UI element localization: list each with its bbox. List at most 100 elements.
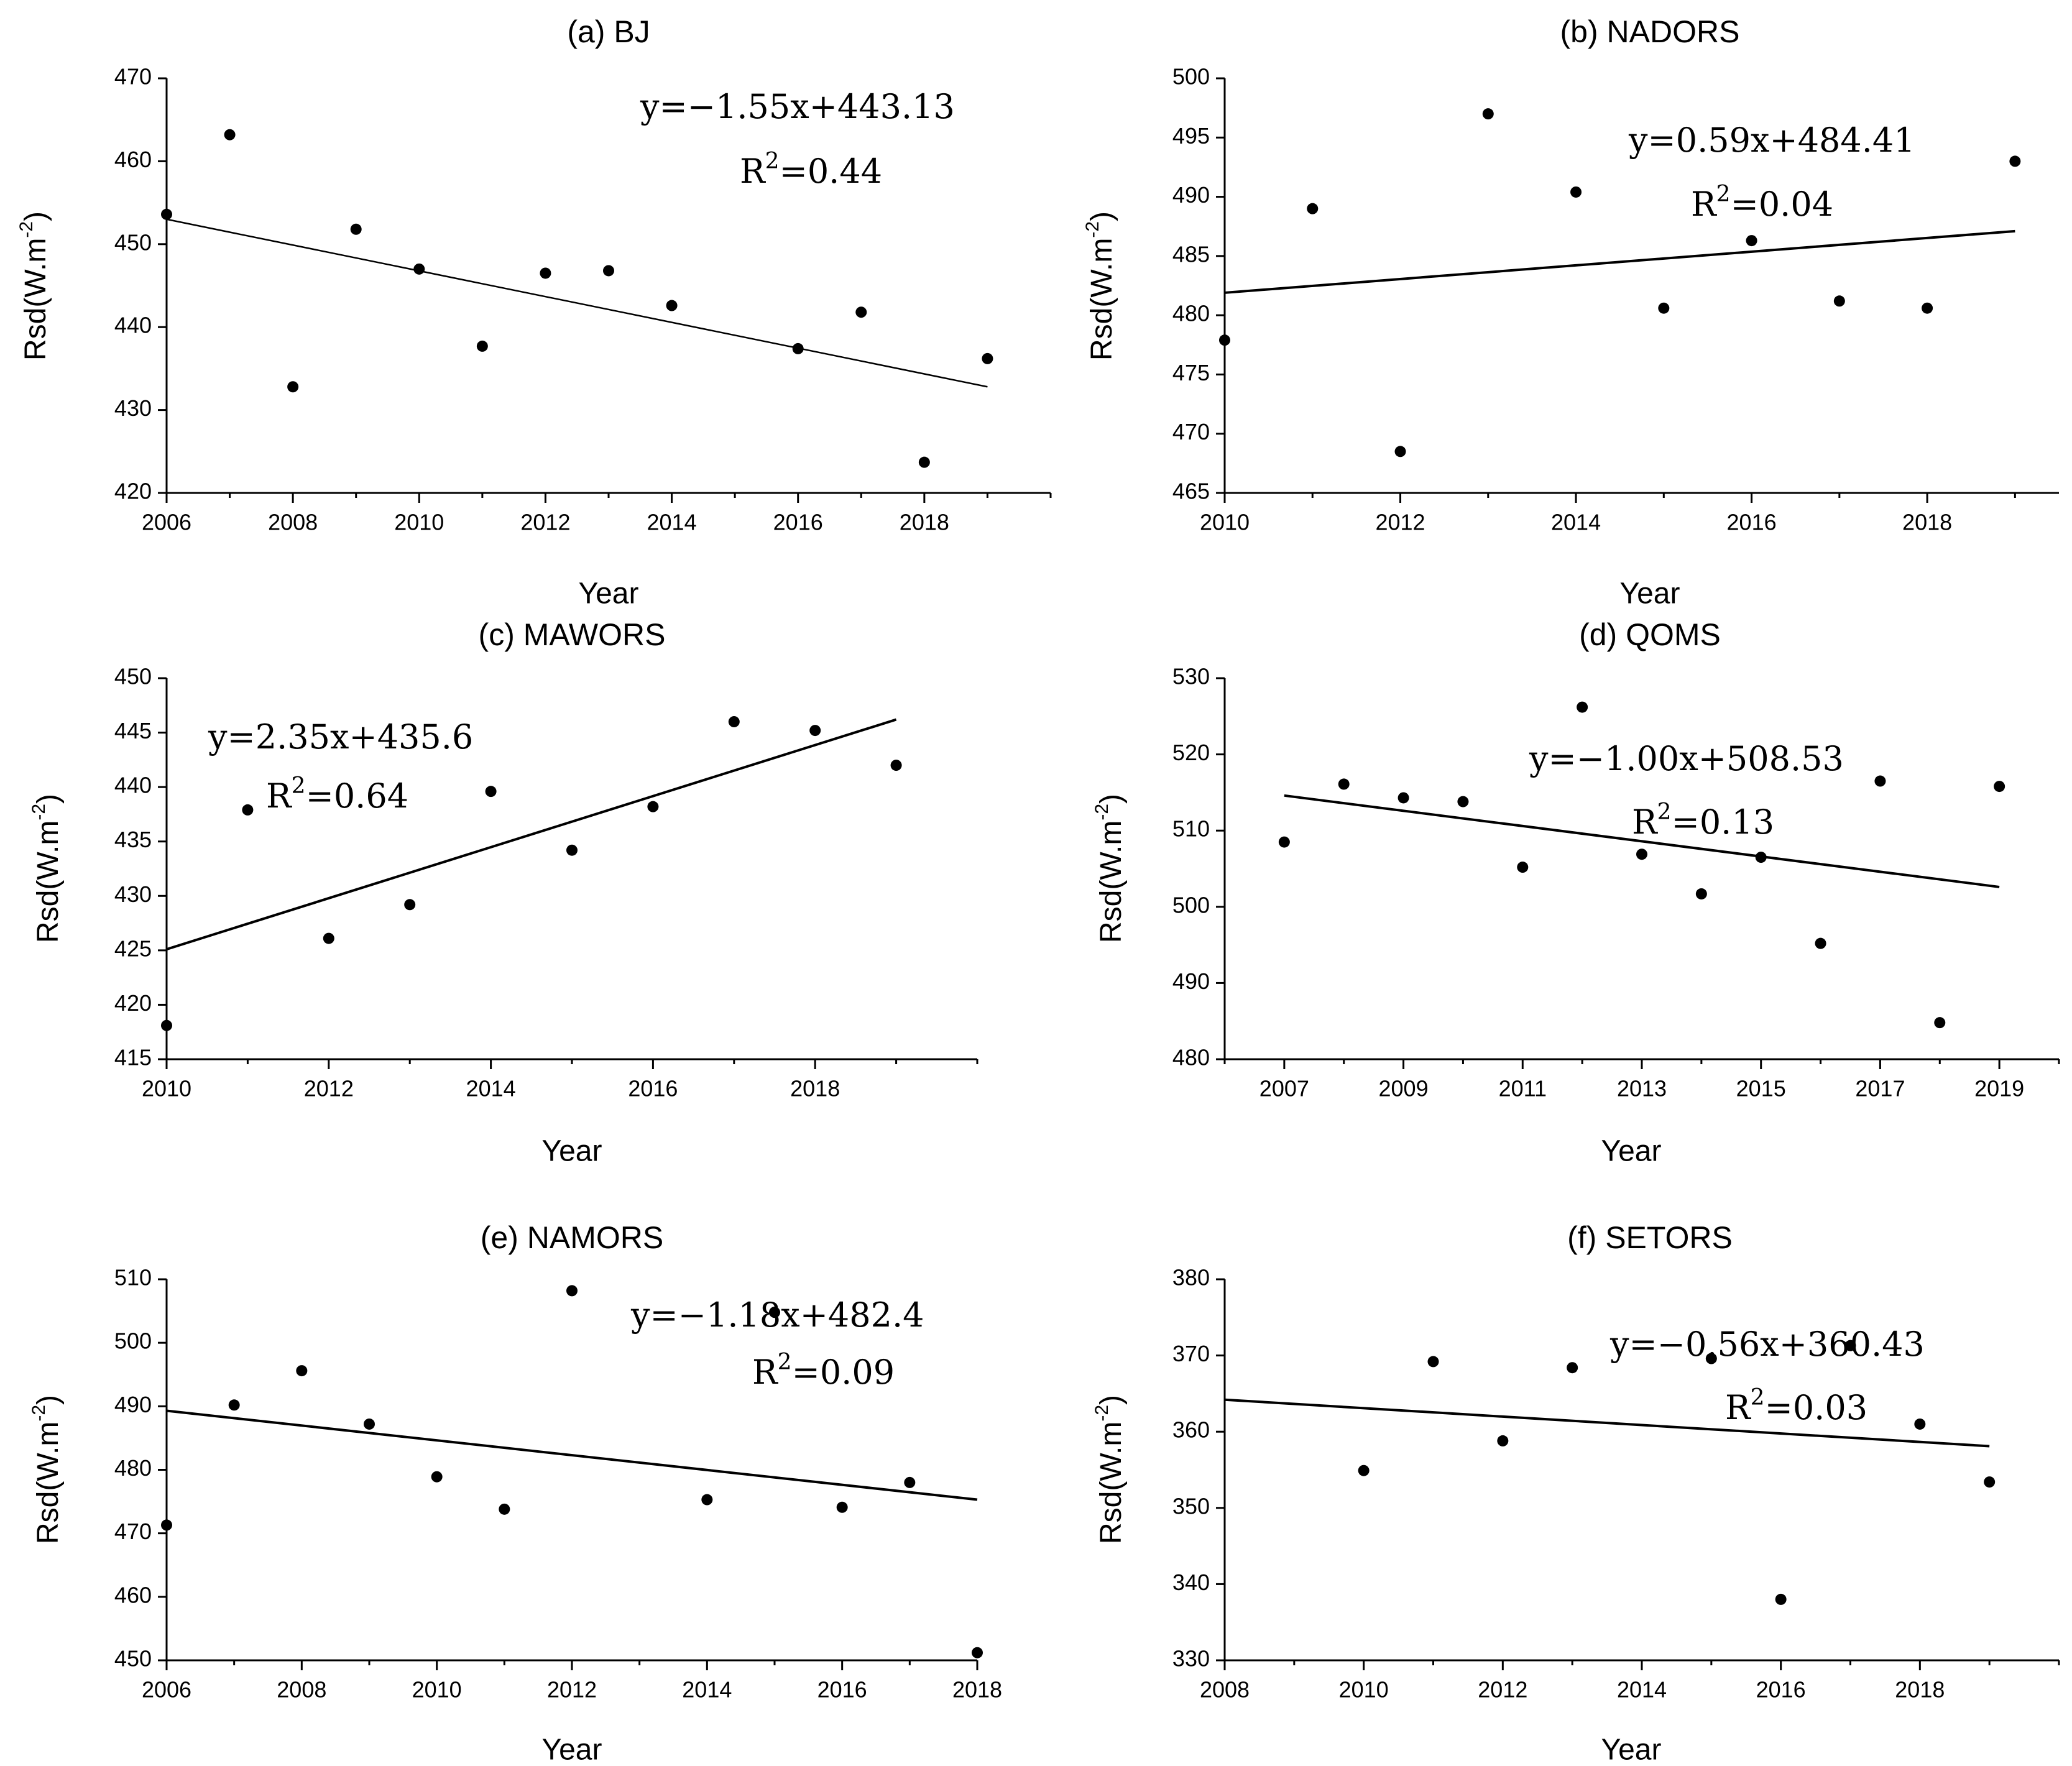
y-tick-label: 415	[114, 1045, 152, 1070]
y-tick-label: 445	[114, 718, 152, 743]
y-axis-label: Rsd(W.m-2)	[29, 794, 65, 943]
data-point	[224, 129, 236, 140]
data-point	[1658, 302, 1670, 314]
data-point	[404, 899, 416, 911]
x-tick-label: 2006	[142, 1677, 191, 1703]
panel-6: (f) SETORS 330 340 350 360 370 380 2008 2010 2012…	[1092, 1220, 2060, 1766]
data-point	[728, 716, 740, 728]
y-tick-label: 370	[1172, 1341, 1210, 1366]
y-axis-label: Rsd(W.m-2)	[1092, 794, 1128, 943]
data-point	[1427, 1356, 1439, 1368]
x-tick-label: 2013	[1617, 1076, 1667, 1101]
data-point	[1695, 888, 1707, 899]
panel-2: (b) NADORS 465 470 475 480 485 490 495 500 2010 20…	[1082, 14, 2059, 610]
y-tick-label: 490	[1172, 968, 1210, 994]
y-tick-label: 350	[1172, 1493, 1210, 1519]
data-point	[323, 932, 334, 944]
y-tick-label: 510	[1172, 816, 1210, 842]
x-tick-label: 2016	[628, 1076, 678, 1101]
data-point	[242, 804, 254, 816]
panel-title: (b) NADORS	[1560, 14, 1740, 49]
y-tick-label: 340	[1172, 1570, 1210, 1595]
x-axis-label: Year	[542, 1135, 602, 1168]
y-tick-label: 475	[1172, 360, 1210, 385]
data-point	[1278, 836, 1290, 848]
data-point	[647, 801, 659, 812]
y-tick-label: 470	[1172, 419, 1210, 444]
x-tick-label: 2016	[1756, 1677, 1806, 1703]
trend-line	[1284, 794, 2000, 888]
y-tick-label: 490	[1172, 182, 1210, 208]
y-axis-label: Rsd(W.m-2)	[16, 211, 52, 361]
data-point	[1914, 1418, 1926, 1430]
x-axis-label: Year	[1620, 577, 1680, 610]
y-tick-label: 425	[114, 936, 152, 961]
y-tick-label: 460	[114, 1582, 152, 1607]
y-tick-label: 420	[114, 990, 152, 1016]
r-squared: R2=0.09	[752, 1350, 895, 1392]
y-tick-label: 470	[114, 64, 152, 90]
data-point	[1844, 1340, 1856, 1351]
r-squared: R2=0.13	[1632, 799, 1774, 842]
x-tick-label: 2012	[1478, 1677, 1527, 1703]
r-squared: R2=0.04	[1691, 182, 1833, 224]
data-point	[566, 1285, 578, 1297]
x-tick-label: 2018	[900, 510, 949, 535]
y-tick-label: 465	[1172, 479, 1210, 504]
trend-line	[166, 218, 988, 388]
data-point	[2009, 155, 2021, 167]
data-point	[918, 456, 930, 468]
panel-4: (d) QOMS 480 490 500 510 520 530 2007 2009 2011 20…	[1092, 617, 2060, 1168]
x-tick-label: 2006	[142, 510, 191, 535]
x-tick-label: 2012	[520, 510, 570, 535]
x-tick-label: 2007	[1259, 1076, 1309, 1101]
data-point	[364, 1418, 375, 1430]
panel-title: (d) QOMS	[1579, 617, 1721, 652]
y-tick-label: 420	[114, 479, 152, 504]
data-point	[1567, 1362, 1578, 1374]
data-point	[666, 300, 678, 311]
data-point	[1457, 796, 1469, 807]
x-axis-label: Year	[542, 1734, 602, 1766]
y-tick-label: 480	[114, 1455, 152, 1481]
y-tick-label: 430	[114, 881, 152, 907]
x-tick-label: 2012	[547, 1677, 597, 1703]
data-point	[566, 844, 578, 856]
data-point	[1338, 778, 1350, 790]
data-point	[836, 1501, 848, 1513]
x-tick-label: 2016	[817, 1677, 867, 1703]
x-tick-label: 2012	[304, 1076, 354, 1101]
data-point	[287, 381, 299, 393]
x-axis-label: Year	[579, 577, 639, 610]
panel-5: (e) NAMORS 450 460 470 480 490 500 510 2006 2008 2…	[29, 1220, 1002, 1766]
y-axis-label: Rsd(W.m-2)	[1082, 211, 1118, 361]
data-point	[1746, 235, 1757, 247]
x-tick-label: 2019	[1974, 1076, 2024, 1101]
y-tick-label: 470	[114, 1519, 152, 1544]
data-point	[1394, 446, 1406, 458]
trend-line	[1224, 229, 2015, 294]
trend-line	[1224, 1398, 1990, 1448]
x-tick-label: 2010	[1339, 1677, 1389, 1703]
r-squared: R2=0.44	[740, 149, 882, 191]
x-tick-label: 2014	[466, 1076, 516, 1101]
data-point	[413, 263, 425, 275]
data-point	[904, 1476, 916, 1488]
y-axis-label: Rsd(W.m-2)	[29, 1395, 65, 1544]
regression-equation: y=−1.55x+443.13	[640, 87, 955, 126]
data-point	[890, 760, 902, 771]
data-point	[603, 265, 614, 277]
x-tick-label: 2014	[647, 510, 697, 535]
y-tick-label: 430	[114, 395, 152, 421]
data-point	[1833, 295, 1845, 307]
y-tick-label: 480	[1172, 301, 1210, 326]
y-tick-label: 500	[1172, 64, 1210, 90]
y-tick-label: 500	[1172, 892, 1210, 917]
data-point	[1219, 334, 1230, 346]
trend-line	[166, 718, 897, 951]
x-tick-label: 2010	[394, 510, 444, 535]
data-point	[431, 1471, 443, 1483]
y-tick-label: 495	[1172, 123, 1210, 149]
data-point	[228, 1399, 240, 1411]
